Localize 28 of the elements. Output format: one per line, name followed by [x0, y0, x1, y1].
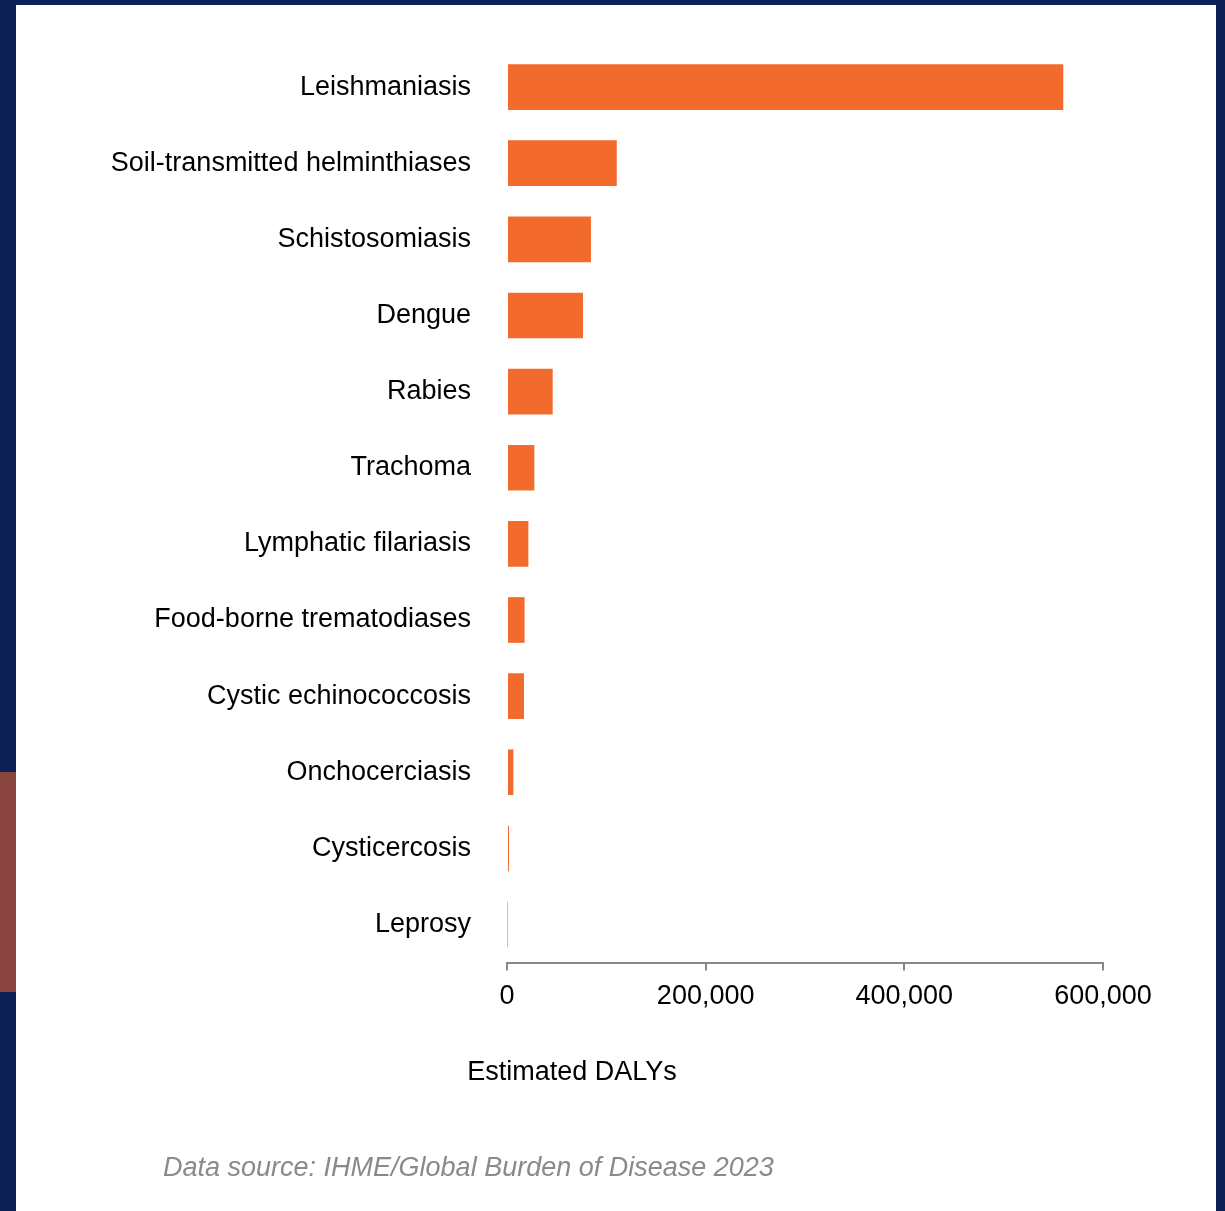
x-tick-label: 400,000 — [855, 980, 954, 1011]
y-tick-label: Food-borne trematodiases — [154, 603, 471, 634]
y-tick-label: Soil-transmitted helminthiases — [110, 146, 471, 177]
y-tick-label: Trachoma — [350, 451, 472, 482]
bar — [508, 673, 524, 719]
bar — [508, 368, 553, 415]
bar — [508, 64, 1064, 110]
bar — [508, 521, 529, 567]
source-note: Data source: IHME/Global Burden of Disease 2023 — [163, 1151, 774, 1182]
y-tick-label: Cystic echinococcosis — [206, 679, 471, 710]
bar — [508, 292, 583, 339]
y-tick-label: Schistosomiasis — [277, 222, 471, 253]
x-tick-label: 200,000 — [656, 980, 755, 1011]
bar — [508, 749, 514, 796]
x-tick-label: 600,000 — [1054, 980, 1152, 1011]
bar — [508, 140, 617, 187]
y-tick-label: Rabies — [386, 375, 471, 406]
y-tick-label: Leishmaniasis — [299, 70, 471, 101]
y-tick-label: Dengue — [376, 298, 471, 329]
y-tick-label: Onchocerciasis — [286, 755, 471, 786]
y-tick-label: Lymphatic filariasis — [243, 527, 471, 558]
bar — [508, 216, 591, 263]
y-tick-label: Cysticercosis — [311, 831, 471, 862]
bar — [508, 444, 535, 491]
x-tick-label: 0 — [499, 980, 515, 1011]
bar — [508, 597, 525, 643]
y-tick-label: Leprosy — [374, 907, 472, 938]
x-axis-title: Estimated DALYs — [467, 1056, 677, 1087]
